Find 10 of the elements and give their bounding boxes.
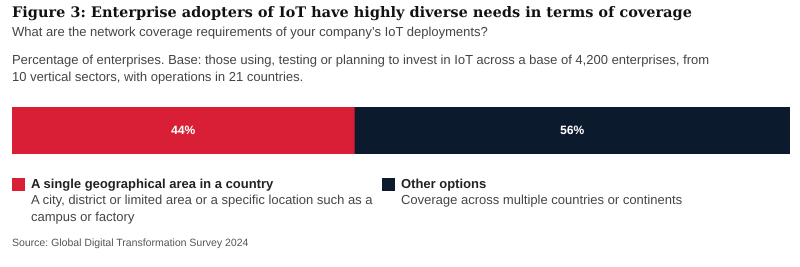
- source-note: Source: Global Digital Transformation Survey 2024: [12, 237, 248, 249]
- data-label: 56%: [560, 122, 584, 137]
- legend-label: Other options: [401, 176, 488, 191]
- legend-label: A single geographical area in a country: [31, 176, 274, 191]
- text: Coverage across multiple countries or continents: [401, 191, 682, 208]
- data-label: 44%: [171, 122, 196, 137]
- text: Percentage of enterprises. Base: those using, testing or planning to invest in IoT across a base of 4,200 enterprises, from 10 vertical sectors, with operations in 21 countries.: [12, 51, 710, 85]
- text: A city, district or limited area or a specific location such as a campus or factory: [31, 191, 374, 225]
- chart-subtitle: What are the network coverage requirements of your company’s IoT deployments?: [12, 24, 488, 39]
- chart-title: Figure 3: Enterprise adopters of IoT have highly diverse needs in terms of coverage: [12, 4, 692, 21]
